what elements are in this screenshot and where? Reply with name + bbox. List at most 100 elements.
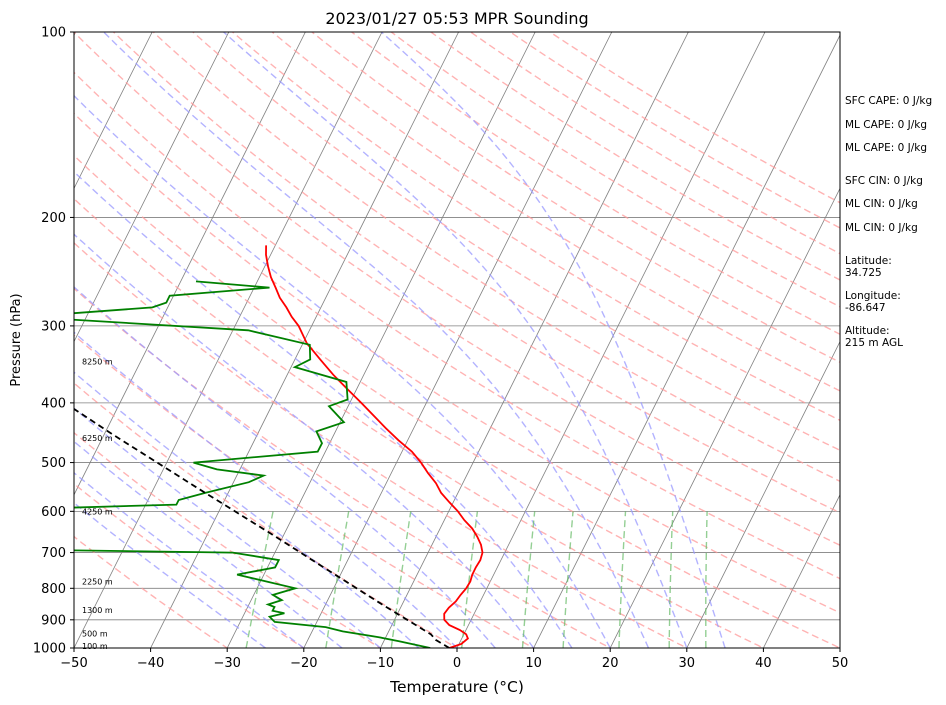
x-tick-label: −50 [60,656,87,671]
x-tick-label: −10 [367,656,394,671]
y-tick-label: 700 [41,546,66,561]
dry-adiabat-line [74,535,229,648]
height-label: 4250 m [82,507,113,516]
mixing-ratio-line [390,511,412,648]
parcel-trace [74,407,450,648]
moist-adiabat-line [74,286,496,648]
sounding-traces [74,245,484,648]
x-axis-label: Temperature (°C) [389,678,524,696]
y-tick-label: 400 [41,396,66,411]
temperature-trace [265,245,484,648]
dry-adiabat-line [112,32,840,514]
plot-background [74,32,840,648]
height-label: 6250 m [82,434,113,443]
mixing-ratio-line [562,511,574,648]
longitude-value: -86.647 [845,302,886,314]
dry-adiabat-line [74,287,612,648]
isotherm-line [226,32,536,648]
height-label: 1300 m [82,606,113,615]
ml-cin-text-2: ML CIN: 0 J/kg [845,222,918,234]
chart-title: 2023/01/27 05:53 MPR Sounding [325,9,588,28]
x-tick-label: 20 [602,656,619,671]
isotherm-line [74,32,153,190]
x-tick-label: 50 [832,656,849,671]
x-tick-label: −20 [290,656,317,671]
dry-adiabat-line [350,32,840,336]
isotherm-line [533,34,840,648]
altitude-value: 215 m AGL [845,337,903,349]
mixing-ratio-line [325,511,350,648]
isotherm-line [763,493,840,648]
moist-adiabat-line [74,407,381,648]
mixing-ratio-line [668,511,674,648]
x-tick-label: 30 [679,656,696,671]
isotherm-line [609,187,840,648]
dry-adiabat-line [74,197,766,648]
dry-adiabat-line [390,32,840,308]
moist-adiabat-line [380,32,726,648]
isotherm-line [686,340,840,648]
height-labels: 100 m 500 m 1300 m 2250 m 4250 m 6250 m 8250 m [82,358,113,651]
isotherm-line [380,32,689,648]
moist-adiabat-line [223,32,688,648]
x-tick-label: 0 [453,656,461,671]
dewpoint-trace [74,280,431,648]
latitude-value: 34.725 [845,267,882,279]
height-label: 8250 m [82,358,113,367]
x-tick-label: 40 [755,656,772,671]
y-axis: 100 200 300 400 500 600 700 800 900 1000 [33,26,74,657]
y-tick-label: 1000 [33,642,66,657]
mixing-ratio-line [618,511,627,648]
ml-cape-text-2: ML CAPE: 0 J/kg [845,142,927,154]
y-tick-label: 600 [41,505,66,520]
y-tick-label: 500 [41,456,66,471]
plot-area: 100 m 500 m 1300 m 2250 m 4250 m 6250 m 8250 m [73,31,841,651]
dry-adiabat-line [74,71,840,580]
height-label: 500 m [82,630,108,639]
isotherm-line [74,32,230,343]
height-label: 100 m [82,642,108,651]
x-tick-label: −40 [137,656,164,671]
latitude-label: Latitude: [845,255,892,267]
dry-adiabat-line [74,32,840,546]
moist-adiabat-line [74,170,573,648]
mixing-ratio-line [245,511,274,648]
dry-adiabat-line [74,154,840,648]
dry-adiabat-line [310,32,840,364]
isotherm-line [74,32,383,648]
moist-adiabat-line [74,233,535,648]
sfc-cape-text: SFC CAPE: 0 J/kg [845,95,932,107]
y-tick-label: 900 [41,613,66,628]
moist-adiabat-line [74,371,420,648]
isotherm-line [303,32,613,648]
height-label: 2250 m [82,578,113,587]
x-tick-label: −30 [213,656,240,671]
y-tick-label: 300 [41,319,66,334]
dry-adiabat-line [74,334,536,648]
dry-adiabat-line [74,242,689,648]
isotherm-line [456,32,766,648]
y-axis-label: Pressure (hPa) [9,293,24,386]
ml-cin-text: ML CIN: 0 J/kg [845,198,918,210]
y-tick-label: 200 [41,211,66,226]
parameter-panel: SFC CAPE: 0 J/kg ML CAPE: 0 J/kg ML CAPE… [845,95,932,349]
moist-adiabat-line [103,32,650,648]
mixing-ratio-line [705,511,708,648]
sfc-cin-text: SFC CIN: 0 J/kg [845,175,923,187]
mixing-ratio-line [521,511,536,648]
moist-adiabat-line [74,331,458,648]
moist-adiabat-line [74,471,305,648]
ml-cape-text: ML CAPE: 0 J/kg [845,119,927,131]
y-tick-label: 800 [41,582,66,597]
isotherm-line [74,32,306,496]
x-axis: −50 −40 −30 −20 −10 0 10 20 30 40 50 [60,648,848,671]
moist-adiabat-line [74,94,611,648]
dry-adiabat-line [271,32,840,392]
dry-adiabat-line [74,482,306,648]
y-tick-label: 100 [41,26,66,41]
mixing-ratio-line [461,511,479,648]
altitude-label: Altitude: [845,325,890,337]
dry-adiabat-line [74,382,459,648]
moist-adiabat-line [74,440,343,648]
